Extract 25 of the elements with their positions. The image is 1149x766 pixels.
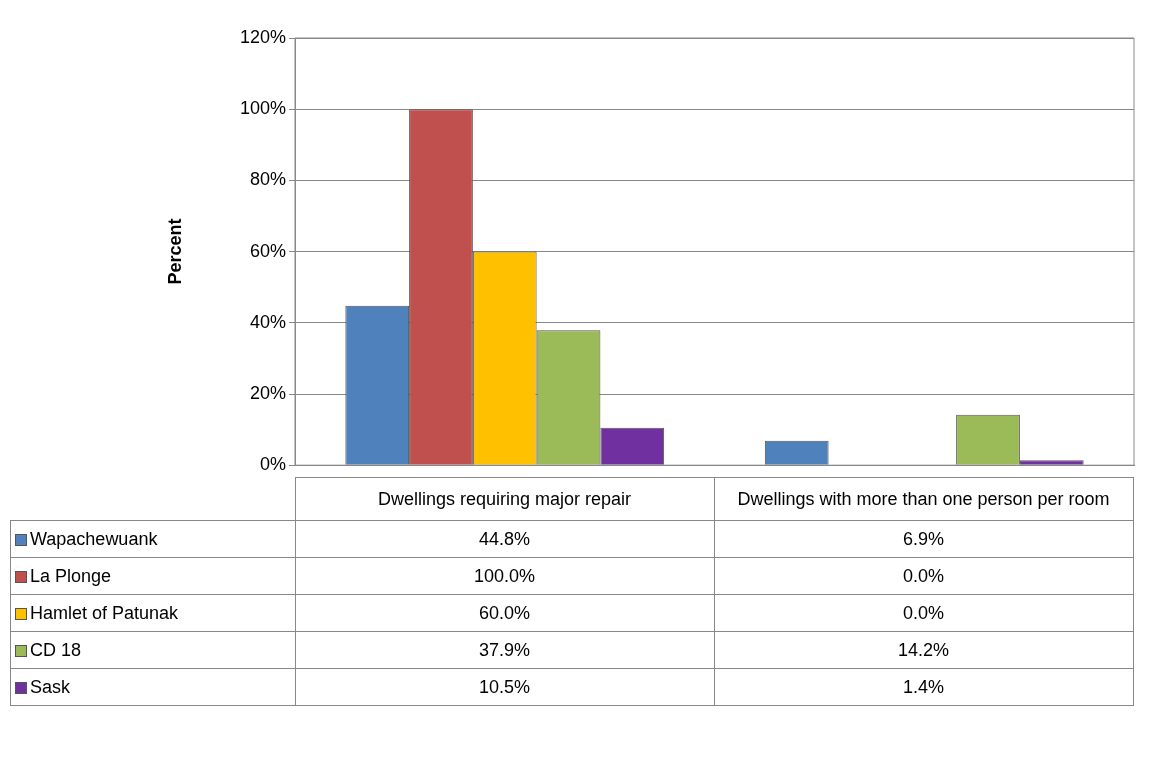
data-label: 0.0% <box>714 557 1133 595</box>
y-axis-title: Percent <box>164 218 185 285</box>
legend-label: Sask <box>10 668 295 706</box>
y-tick-label: 40% <box>249 311 286 332</box>
legend-label: La Plonge <box>10 557 295 595</box>
legend-label: Wapachewuank <box>10 520 295 558</box>
data-label: 6.9% <box>714 520 1133 558</box>
data-label: 0.0% <box>714 594 1133 632</box>
legend-label: CD 18 <box>10 631 295 669</box>
x-tick-label: Dwellings with more than one person per room <box>714 477 1133 521</box>
data-label: 44.8% <box>295 520 714 558</box>
data-label: 10.5% <box>295 668 714 706</box>
x-tick-label: Dwellings requiring major repair <box>295 477 714 521</box>
data-label: 1.4% <box>714 668 1133 706</box>
data-label: 14.2% <box>714 631 1133 669</box>
y-tick-label: 120% <box>239 26 286 47</box>
y-tick-label: 100% <box>239 98 286 119</box>
legend-label: Hamlet of Patunak <box>10 594 295 632</box>
y-tick-label: 60% <box>249 240 286 261</box>
data-label: 37.9% <box>295 631 714 669</box>
y-tick-label: 80% <box>249 169 286 190</box>
y-tick-label: 20% <box>249 382 286 403</box>
data-label: 60.0% <box>295 594 714 632</box>
data-label: 100.0% <box>295 557 714 595</box>
y-tick-label: 0% <box>259 454 286 475</box>
